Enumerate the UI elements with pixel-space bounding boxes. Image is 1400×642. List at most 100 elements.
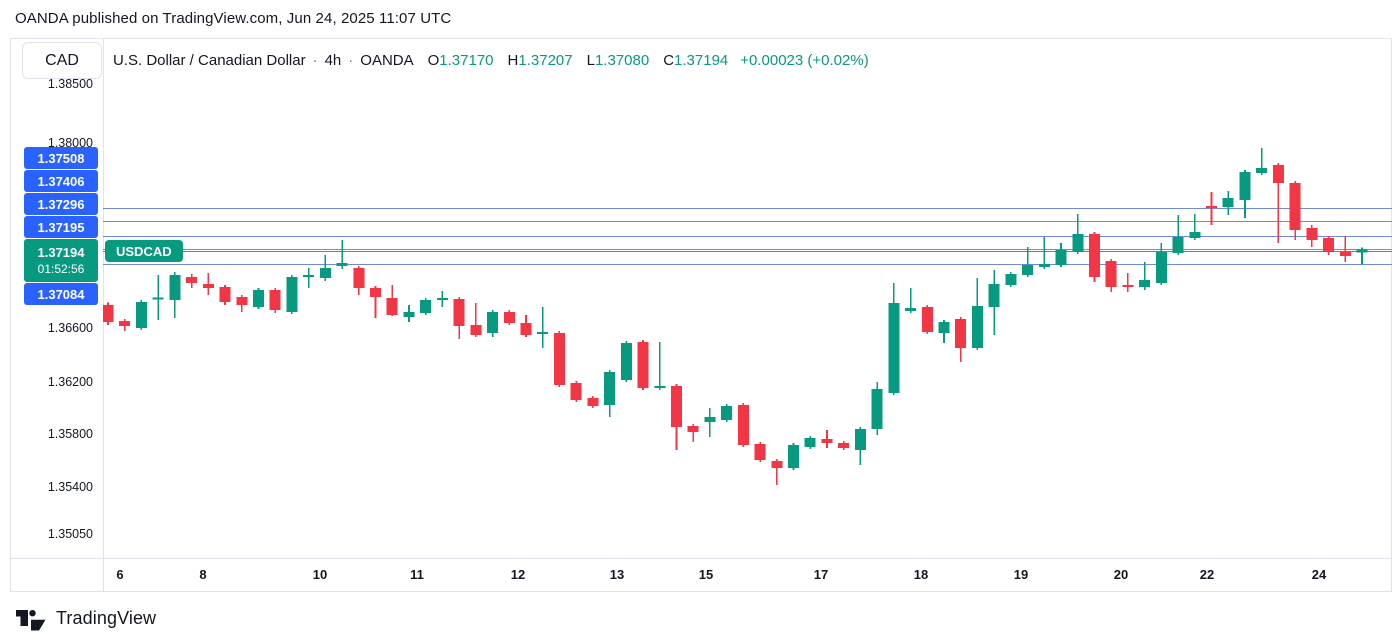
time-tick-label: 24 xyxy=(1311,567,1327,582)
candle xyxy=(1122,273,1134,292)
price-tick-label: 1.38000 xyxy=(47,136,93,150)
candle xyxy=(1323,235,1335,256)
chart-legend: U.S. Dollar / Canadian Dollar · 4h · OAN… xyxy=(113,50,869,70)
candle xyxy=(771,458,783,485)
interval-label: 4h xyxy=(324,51,342,69)
candle xyxy=(955,317,967,363)
candle xyxy=(804,435,816,449)
ohlc-high: H1.37207 xyxy=(507,51,573,69)
candle xyxy=(537,306,549,348)
price-alert-badge: 1.37508 xyxy=(24,147,98,169)
symbol-currency-badge: CAD xyxy=(22,42,102,79)
candle xyxy=(1155,242,1167,285)
candle xyxy=(319,255,331,281)
exchange-label: OANDA xyxy=(360,51,414,69)
time-tick-label: 20 xyxy=(1113,567,1129,582)
candle xyxy=(152,275,164,321)
price-tick-label: 1.35800 xyxy=(47,427,93,441)
candle xyxy=(102,302,114,325)
bar-countdown: 01:52:56 xyxy=(37,262,85,277)
candle xyxy=(303,268,315,288)
candle xyxy=(1356,247,1368,265)
current-price-value: 1.37194 xyxy=(37,244,85,260)
time-tick-label: 22 xyxy=(1199,567,1215,582)
candle xyxy=(620,340,632,383)
candle xyxy=(587,396,599,408)
candle xyxy=(436,291,448,307)
price-alert-badge: 1.37296 xyxy=(24,193,98,215)
candle xyxy=(269,288,281,314)
candle xyxy=(370,286,382,319)
chart-pane[interactable] xyxy=(102,38,1392,558)
candle xyxy=(1256,148,1268,176)
candle xyxy=(1088,231,1100,283)
candle xyxy=(1206,191,1218,225)
time-tick-label: 18 xyxy=(913,567,929,582)
candle xyxy=(135,300,147,330)
time-tick-label: 12 xyxy=(510,567,526,582)
candle xyxy=(487,309,499,338)
time-scale-divider xyxy=(10,558,1392,559)
time-tick-label: 15 xyxy=(698,567,714,582)
price-tick-label: 1.35050 xyxy=(47,527,93,541)
candle xyxy=(553,331,565,387)
candle xyxy=(453,297,465,339)
time-tick-label: 19 xyxy=(1013,567,1029,582)
candle xyxy=(286,275,298,314)
tradingview-logo-text: TradingView xyxy=(56,607,157,628)
candle xyxy=(654,342,666,390)
candle xyxy=(570,380,582,403)
tradingview-logo-link[interactable]: TradingView xyxy=(15,605,156,631)
candle xyxy=(470,302,482,338)
candle xyxy=(754,442,766,463)
candle xyxy=(202,273,214,296)
candle xyxy=(921,304,933,334)
candle xyxy=(737,402,749,447)
time-tick-label: 8 xyxy=(199,567,207,582)
current-price-badge: 1.37194 01:52:56 xyxy=(24,239,98,282)
time-tick-label: 11 xyxy=(410,567,424,582)
ohlc-open: O1.37170 xyxy=(427,51,494,69)
candle xyxy=(905,288,917,314)
time-tick-label: 10 xyxy=(312,567,328,582)
candle xyxy=(838,440,850,450)
candle xyxy=(169,271,181,319)
candle xyxy=(386,284,398,317)
ohlc-low: L1.37080 xyxy=(586,51,650,69)
candle xyxy=(119,318,131,332)
candle xyxy=(1139,262,1151,290)
candle xyxy=(704,408,716,438)
candle xyxy=(252,288,264,310)
candle xyxy=(938,320,950,343)
candle xyxy=(1289,180,1301,241)
candle xyxy=(403,304,415,323)
candle xyxy=(871,382,883,436)
price-alert-badge: 1.37195 xyxy=(24,216,98,238)
separator-dot: · xyxy=(348,51,354,69)
candle xyxy=(604,369,616,418)
price-tick-label: 1.36200 xyxy=(47,375,93,389)
price-alert-badge: 1.37084 xyxy=(24,283,98,305)
price-tick-label: 1.35400 xyxy=(47,480,93,494)
candle xyxy=(1189,213,1201,241)
time-tick-label: 17 xyxy=(813,567,829,582)
candle xyxy=(637,340,649,390)
candle xyxy=(520,315,532,338)
candle xyxy=(336,240,348,269)
candle xyxy=(670,384,682,450)
candle xyxy=(1272,162,1284,243)
candle xyxy=(971,277,983,350)
candlestick-chart[interactable] xyxy=(102,38,1392,558)
chart-frame xyxy=(10,38,1392,592)
symbol-price-tag: USDCAD xyxy=(105,240,183,262)
candle xyxy=(186,273,198,288)
candle xyxy=(988,269,1000,336)
candle xyxy=(821,429,833,448)
candle xyxy=(503,309,515,325)
candle xyxy=(1022,246,1034,278)
candle xyxy=(1222,191,1234,216)
candle xyxy=(788,442,800,470)
price-change: +0.00023 (+0.02%) xyxy=(740,51,869,69)
price-alert-badge: 1.37406 xyxy=(24,170,98,192)
